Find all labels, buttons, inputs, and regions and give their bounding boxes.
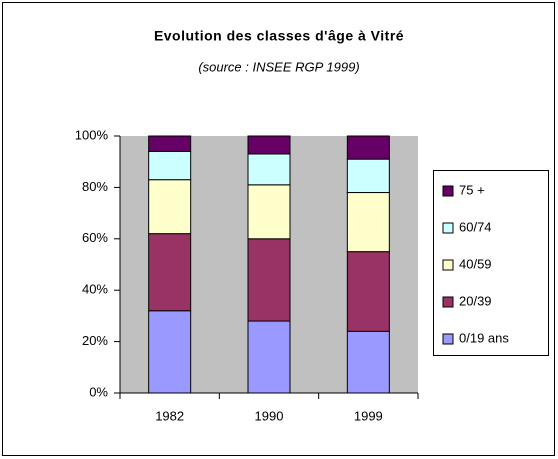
y-tick-label: 100% (75, 127, 109, 142)
legend-label: 40/59 (459, 256, 492, 271)
bar-segment (247, 320, 291, 394)
y-tick-label: 80% (82, 179, 108, 194)
y-tick-label: 0% (89, 384, 108, 399)
bar-segment (247, 184, 291, 240)
legend-label: 0/19 ans (459, 330, 509, 345)
chart-title: Evolution des classes d'âge à Vitré (154, 28, 404, 44)
x-tick-label: 1990 (255, 408, 284, 423)
bar-segment (346, 251, 390, 332)
bar-segment (148, 310, 192, 394)
bar-segment (148, 150, 192, 181)
legend-label: 20/39 (459, 293, 492, 308)
legend-label: 75 + (459, 182, 485, 197)
bar-segment (148, 233, 192, 312)
bar-segment (247, 238, 291, 322)
x-tick-label: 1999 (354, 408, 383, 423)
bar-segment (346, 192, 390, 253)
y-tick-label: 40% (82, 282, 108, 297)
x-tick-label: 1982 (155, 408, 184, 423)
legend-swatch (442, 296, 454, 308)
legend-swatch (442, 222, 454, 234)
legend-swatch (442, 259, 454, 271)
bar-segment (247, 135, 291, 155)
legend-label: 60/74 (459, 219, 492, 234)
bar-segment (148, 135, 192, 152)
bar-segment (247, 153, 291, 186)
chart-subtitle: (source : INSEE RGP 1999) (198, 59, 359, 74)
y-tick-label: 60% (82, 230, 108, 245)
legend-swatch (442, 333, 454, 345)
bar-segment (346, 135, 390, 160)
bar-segment (346, 330, 390, 394)
legend-swatch (442, 185, 454, 197)
y-tick-label: 20% (82, 333, 108, 348)
bar-segment (346, 158, 390, 194)
bar-segment (148, 179, 192, 235)
